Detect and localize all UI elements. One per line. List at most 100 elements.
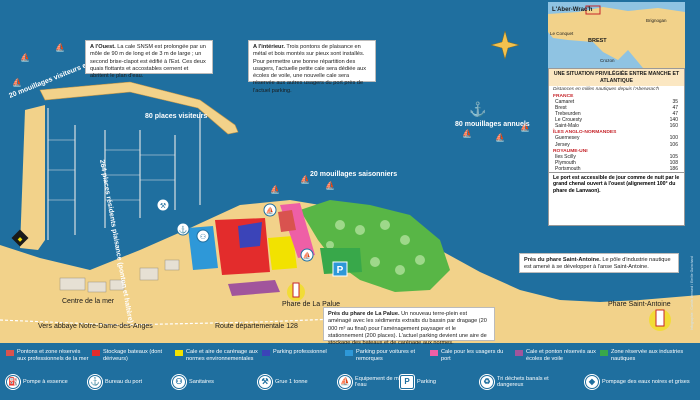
lighthouse-saint-antoine-icon — [649, 309, 671, 331]
svg-text:⛵: ⛵ — [20, 52, 30, 62]
legend-service-item: ⚓ Bureau du port — [88, 374, 166, 390]
inset-place-2: BREST — [588, 38, 607, 44]
svg-text:⛵: ⛵ — [325, 180, 335, 190]
inset-title: L'Aber-Wrac'h — [552, 7, 593, 13]
legend-zone-label: Cale pour les usagers du port — [441, 349, 504, 362]
parking-icon: P — [400, 375, 414, 389]
distance-row: Camaret 35 — [549, 99, 684, 105]
legend-zone-item: Cale pour les usagers du port — [430, 349, 514, 369]
legend-swatch — [6, 350, 14, 356]
distances-panel: UNE SITUATION PRIVILÉGIÉE ENTRE MANCHE E… — [548, 68, 685, 226]
distance-place: Camaret — [555, 99, 575, 105]
distance-place: Portsmouth — [555, 165, 581, 172]
distance-value: 47 — [672, 105, 678, 112]
legend-zone-item: Stockage bateaux (dont dériveurs) — [92, 349, 176, 369]
legend-swatch — [600, 350, 608, 356]
distance-row: Brest 47 — [549, 105, 684, 111]
svg-text:⛵: ⛵ — [266, 206, 275, 215]
anchor-icon: ⚓ — [469, 101, 486, 118]
legend-zone-item: Parking professionnel — [262, 349, 346, 369]
distance-row: Trebeurden 47 — [549, 111, 684, 117]
legend-swatch — [430, 350, 438, 356]
svg-text:⛵: ⛵ — [55, 42, 65, 52]
west-quay — [20, 105, 45, 250]
note-interieur-text: Trois pontons de plaisance en métal et b… — [253, 44, 367, 94]
distance-place: Guernesey — [555, 135, 580, 142]
distance-value: 160 — [669, 123, 678, 130]
distance-row: Iles Scilly 105 — [549, 154, 684, 160]
distance-value: 106 — [669, 141, 678, 148]
legend-service-label: Equipement de mise à l'eau — [355, 375, 411, 388]
compass-rose-icon — [490, 30, 520, 60]
legend-service-label: Pompage des eaux noires et grises — [602, 378, 690, 385]
legend-zone-item: Cale et aire de carénage aux normes envi… — [175, 349, 259, 369]
distance-group-title: ROYAUME-UNI — [553, 148, 588, 154]
note-ouest-text: La cale SNSM est prolongée par un môle d… — [90, 44, 206, 80]
note-saint-antoine-text: Le pôle d'industrie nautique est amené à… — [524, 257, 671, 271]
legend-service-item: ⚒ Grue 1 tonne — [258, 374, 336, 390]
waste-sorting-icon: ♻ — [480, 375, 494, 389]
zone-nautical-industry — [320, 248, 362, 274]
legend-zone-item: Zone réservée aux industries nautiques — [600, 349, 684, 369]
note-palue-title: Près du phare de La Palue. — [328, 311, 400, 317]
svg-text:P: P — [337, 265, 344, 276]
svg-text:⛵: ⛵ — [495, 132, 505, 142]
legend-service-label: Sanitaires — [189, 378, 214, 385]
label-mouillages-annuels: 80 mouillages annuels — [455, 121, 530, 128]
note-ouest-title: A l'Ouest. — [90, 44, 116, 50]
legend-service-item: ◆ Pompage des eaux noires et grises — [585, 374, 693, 390]
waste-water-pump-icon: ◆ — [585, 375, 599, 389]
map-legend: Pontons et zone réservés aux professionn… — [0, 344, 700, 400]
note-palue: Près du phare de La Palue. Un nouveau te… — [323, 307, 495, 346]
harbour-office-icon: ⚓ — [88, 375, 102, 389]
svg-text:⛵: ⛵ — [270, 184, 280, 194]
legend-service-label: Pompe à essence — [23, 378, 68, 385]
distance-row: Jersey 106 — [549, 142, 684, 148]
legend-zone-label: Parking pour voitures et remorques — [356, 349, 416, 362]
parking-marker — [332, 261, 348, 277]
legend-service-label: Grue 1 tonne — [275, 378, 308, 385]
distance-value: 47 — [672, 111, 678, 118]
legend-swatch — [262, 350, 270, 356]
label-phare-palue: Phare de La Palue — [282, 301, 340, 308]
breakwater-north — [39, 81, 239, 135]
label-route: Route départementale 128 — [215, 323, 298, 330]
distance-place: Trebeurden — [555, 111, 581, 118]
distance-value: 140 — [669, 117, 678, 124]
distance-group-title: ÎLES ANGLO-NORMANDES — [553, 130, 617, 136]
inset-place-3: Crozon — [600, 58, 615, 63]
pontoons — [47, 108, 201, 240]
trees — [326, 220, 425, 275]
fuel-pump-icon: ⛽ — [6, 375, 20, 389]
svg-text:⚇: ⚇ — [200, 233, 206, 241]
legend-service-item: ⚇ Sanitaires — [172, 374, 250, 390]
crane-icon: ⚒ — [258, 375, 272, 389]
distance-value: 100 — [669, 135, 678, 142]
legend-zone-label: Zone réservée aux industries nautiques — [611, 349, 684, 362]
label-vers-abbaye: Vers abbaye Notre-Dame-des-Anges — [38, 323, 153, 330]
note-interieur-title: A l'intérieur. — [253, 44, 285, 50]
svg-text:⛵: ⛵ — [303, 251, 312, 260]
distances-subheader: Distances en milles nautiques depuis l'A… — [553, 87, 660, 92]
road-d128 — [0, 317, 361, 326]
legend-service-item: ⛵ Equipement de mise à l'eau — [338, 374, 416, 390]
legend-zone-label: Parking professionnel — [273, 349, 327, 355]
zone-parking-cars — [188, 226, 218, 270]
distance-value: 35 — [672, 99, 678, 105]
distance-place: Iles Scilly — [555, 153, 576, 160]
distances-header: UNE SITUATION PRIVILÉGIÉE ENTRE MANCHE E… — [549, 69, 684, 86]
legend-zone-item: Pontons et zone réservés aux professionn… — [6, 349, 90, 369]
zone-careenage — [268, 236, 297, 270]
legend-zone-label: Stockage bateaux (dont dériveurs) — [103, 349, 163, 362]
svg-text:⚓: ⚓ — [179, 225, 188, 234]
legend-swatch — [92, 350, 100, 356]
credit: Infographie : Carole Bernard / Emilie Gu… — [690, 256, 694, 330]
legend-zone-label: Cale et aire de carénage aux normes envi… — [186, 349, 258, 362]
svg-text:⚒: ⚒ — [160, 202, 166, 210]
legend-service-item: P Parking — [400, 374, 478, 390]
note-palue-text: Un nouveau terre-plein est aménagé avec … — [328, 311, 487, 346]
zone-professional-parking — [238, 222, 262, 248]
distance-value: 108 — [669, 159, 678, 166]
lighthouse-palue-icon — [287, 282, 305, 301]
legend-service-label: Tri déchets banals et dangereux — [497, 375, 549, 388]
